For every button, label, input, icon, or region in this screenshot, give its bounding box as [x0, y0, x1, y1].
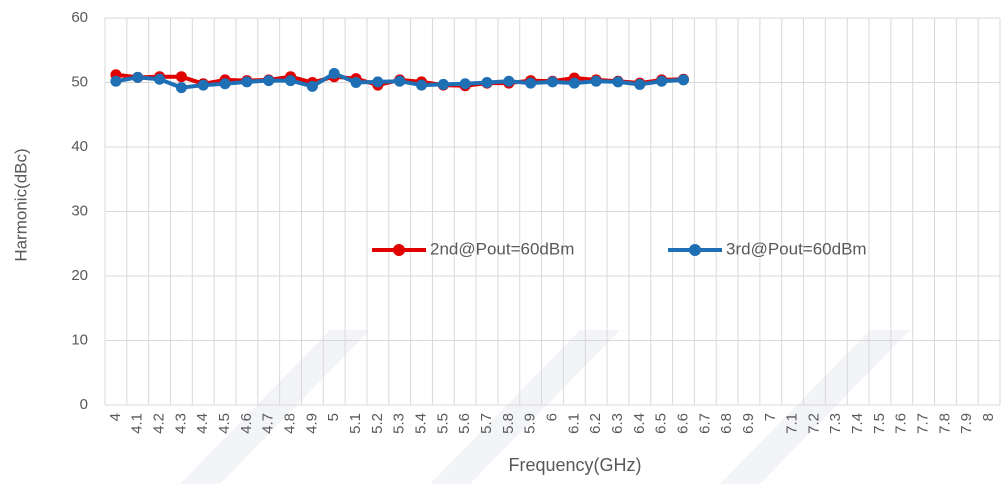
- watermark: [180, 330, 910, 484]
- data-point: [350, 77, 362, 88]
- x-tick-label: 5.9: [522, 413, 539, 434]
- x-tick-label: 5.6: [456, 413, 473, 434]
- data-point: [612, 76, 624, 88]
- legend-marker: [393, 244, 405, 256]
- x-tick-label: 6.3: [609, 413, 626, 434]
- y-tick-label: 30: [71, 202, 88, 219]
- x-tick-label: 4.9: [303, 413, 320, 434]
- x-tick-label: 7.2: [805, 413, 822, 434]
- data-point: [328, 67, 340, 79]
- x-tick-label: 4.1: [129, 413, 146, 434]
- x-tick-label: 7.6: [893, 413, 910, 434]
- x-tick-label: 7.4: [849, 413, 866, 434]
- data-point: [503, 75, 515, 87]
- x-tick-label: 4.4: [194, 413, 211, 434]
- x-tick-label: 4.2: [151, 413, 168, 434]
- x-tick-label: 6.6: [674, 413, 691, 434]
- x-tick-label: 6.2: [587, 413, 604, 434]
- data-point: [481, 77, 493, 88]
- x-tick-label: 6.8: [718, 413, 735, 434]
- x-tick-label: 6: [543, 413, 560, 421]
- y-tick-label: 50: [71, 73, 88, 90]
- x-axis-title: Frequency(GHz): [508, 455, 641, 475]
- x-tick-label: 5.4: [412, 413, 429, 434]
- data-point: [219, 78, 231, 90]
- y-tick-label: 20: [71, 267, 88, 284]
- x-tick-label: 8: [980, 413, 997, 421]
- data-point: [568, 77, 580, 89]
- x-tick-label: 4.3: [172, 413, 189, 434]
- data-point: [634, 78, 646, 90]
- x-tick-label: 7: [762, 413, 779, 421]
- x-tick-label: 5.5: [434, 413, 451, 434]
- y-tick-label: 0: [80, 396, 88, 413]
- legend-marker: [689, 244, 701, 256]
- x-tick-label: 5.2: [369, 413, 386, 434]
- x-tick-label: 7.9: [958, 413, 975, 434]
- data-point: [525, 77, 537, 89]
- x-tick-label: 7.1: [784, 413, 801, 434]
- x-tick-label: 4.7: [260, 413, 277, 434]
- y-tick-label: 10: [71, 331, 88, 348]
- data-point: [437, 78, 449, 90]
- data-point: [394, 75, 406, 87]
- x-tick-label: 4: [107, 413, 124, 421]
- y-tick-label: 40: [71, 138, 88, 155]
- data-point: [263, 75, 275, 87]
- x-tick-label: 6.5: [653, 413, 670, 434]
- x-tick-label: 6.1: [565, 413, 582, 434]
- data-point: [590, 75, 602, 87]
- x-tick-label: 4.6: [238, 413, 255, 434]
- data-point: [306, 80, 318, 92]
- data-point: [175, 82, 187, 94]
- data-point: [285, 75, 297, 87]
- x-tick-label: 7.7: [915, 413, 932, 434]
- legend-label: 2nd@Pout=60dBm: [430, 239, 574, 258]
- data-point: [175, 71, 187, 83]
- data-point: [372, 76, 384, 88]
- x-tick-label: 5.8: [500, 413, 517, 434]
- x-tick-label: 4.8: [282, 413, 299, 434]
- data-point: [154, 73, 166, 85]
- legend-label: 3rd@Pout=60dBm: [726, 239, 867, 258]
- data-point: [416, 79, 428, 91]
- data-point: [459, 78, 471, 90]
- data-point: [132, 71, 144, 83]
- x-tick-label: 5.1: [347, 413, 364, 434]
- y-axis-title: Harmonic(dBc): [11, 148, 30, 261]
- y-tick-label: 60: [71, 9, 88, 26]
- x-tick-label: 7.5: [871, 413, 888, 434]
- x-tick-label: 7.8: [936, 413, 953, 434]
- x-tick-label: 6.9: [740, 413, 757, 434]
- data-point: [241, 76, 253, 88]
- data-point: [197, 79, 209, 91]
- data-point: [547, 76, 558, 88]
- data-point: [110, 75, 122, 87]
- x-tick-label: 4.5: [216, 413, 233, 434]
- x-tick-label: 6.7: [696, 413, 713, 434]
- x-tick-label: 6.4: [631, 413, 648, 434]
- data-point: [677, 74, 689, 86]
- x-tick-label: 5: [325, 413, 342, 421]
- x-tick-label: 7.3: [827, 413, 844, 434]
- x-tick-label: 5.7: [478, 413, 495, 434]
- data-point: [656, 75, 668, 87]
- x-tick-label: 5.3: [391, 413, 408, 434]
